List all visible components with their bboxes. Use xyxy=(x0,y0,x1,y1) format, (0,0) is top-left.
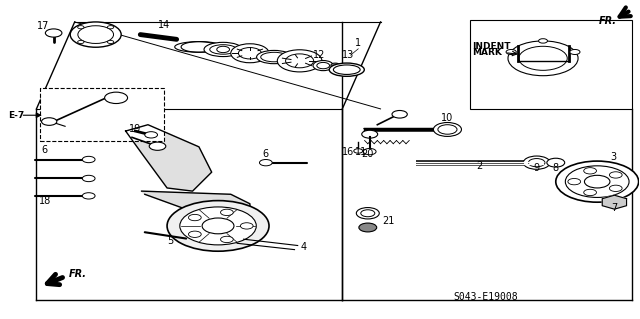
Circle shape xyxy=(317,63,330,69)
Text: 9: 9 xyxy=(534,163,540,173)
Circle shape xyxy=(361,210,375,217)
Circle shape xyxy=(565,166,629,197)
Text: 13: 13 xyxy=(342,50,355,60)
Text: 10: 10 xyxy=(442,113,454,123)
Text: 20: 20 xyxy=(362,149,374,159)
Circle shape xyxy=(83,156,95,163)
Circle shape xyxy=(609,185,622,191)
Text: 18: 18 xyxy=(38,196,51,206)
Circle shape xyxy=(108,26,114,29)
Circle shape xyxy=(188,231,201,237)
Circle shape xyxy=(180,207,256,245)
Circle shape xyxy=(570,49,580,55)
Circle shape xyxy=(149,142,166,150)
Circle shape xyxy=(83,193,95,199)
Text: 3: 3 xyxy=(610,152,616,161)
Text: MARK: MARK xyxy=(472,48,502,56)
Text: 2: 2 xyxy=(476,161,483,171)
Text: E-7: E-7 xyxy=(8,111,24,120)
Circle shape xyxy=(285,54,314,68)
Circle shape xyxy=(508,41,578,76)
Circle shape xyxy=(364,148,376,155)
Circle shape xyxy=(167,201,269,251)
Ellipse shape xyxy=(362,130,378,138)
Text: 6: 6 xyxy=(42,145,48,155)
Text: S043-E19008: S043-E19008 xyxy=(453,292,518,302)
Ellipse shape xyxy=(329,63,364,76)
Circle shape xyxy=(231,44,269,63)
Text: 12: 12 xyxy=(312,50,325,60)
Polygon shape xyxy=(125,125,212,191)
Circle shape xyxy=(438,125,457,134)
Text: 17: 17 xyxy=(36,21,49,31)
Circle shape xyxy=(556,161,639,202)
Circle shape xyxy=(392,110,407,118)
Circle shape xyxy=(145,132,157,138)
Circle shape xyxy=(77,26,84,29)
Circle shape xyxy=(241,223,253,229)
Circle shape xyxy=(188,214,201,221)
Circle shape xyxy=(506,49,516,55)
Circle shape xyxy=(217,46,230,53)
Circle shape xyxy=(356,208,380,219)
Circle shape xyxy=(259,160,272,166)
Circle shape xyxy=(45,29,62,37)
Circle shape xyxy=(568,178,580,185)
Text: 5: 5 xyxy=(167,236,173,246)
Text: FR.: FR. xyxy=(599,16,617,26)
Circle shape xyxy=(221,236,233,243)
Circle shape xyxy=(609,172,622,178)
Ellipse shape xyxy=(257,50,292,64)
Bar xyxy=(470,20,632,109)
Ellipse shape xyxy=(524,156,550,169)
Text: FR.: FR. xyxy=(68,269,86,279)
Ellipse shape xyxy=(529,159,545,167)
Circle shape xyxy=(239,48,261,59)
Ellipse shape xyxy=(260,52,287,62)
Circle shape xyxy=(331,63,340,68)
Circle shape xyxy=(78,26,113,43)
Circle shape xyxy=(77,41,84,44)
Circle shape xyxy=(83,175,95,182)
Text: 14: 14 xyxy=(157,20,170,30)
Circle shape xyxy=(519,46,567,70)
Polygon shape xyxy=(602,195,627,209)
Circle shape xyxy=(70,22,121,47)
Ellipse shape xyxy=(547,158,564,167)
Circle shape xyxy=(539,39,547,43)
Text: INDENT: INDENT xyxy=(472,42,510,51)
Circle shape xyxy=(354,149,363,153)
Text: 4: 4 xyxy=(301,242,307,252)
Ellipse shape xyxy=(210,45,237,54)
Ellipse shape xyxy=(204,42,243,56)
Text: 7: 7 xyxy=(611,203,618,213)
Text: 19: 19 xyxy=(129,124,141,134)
Circle shape xyxy=(202,218,234,234)
Text: 11: 11 xyxy=(355,147,367,157)
Circle shape xyxy=(42,118,57,125)
Circle shape xyxy=(221,209,233,216)
Polygon shape xyxy=(141,191,250,224)
Circle shape xyxy=(313,61,333,70)
Circle shape xyxy=(104,92,127,104)
Text: 1: 1 xyxy=(355,38,362,48)
Circle shape xyxy=(584,168,596,174)
Ellipse shape xyxy=(333,65,360,74)
Bar xyxy=(40,88,164,141)
Circle shape xyxy=(108,41,114,44)
Circle shape xyxy=(584,175,610,188)
Circle shape xyxy=(433,122,461,137)
Text: 8: 8 xyxy=(553,163,559,173)
Text: 21: 21 xyxy=(383,216,395,226)
Circle shape xyxy=(359,223,377,232)
Circle shape xyxy=(584,189,596,196)
Text: 6: 6 xyxy=(263,149,269,159)
Text: 16: 16 xyxy=(342,147,354,157)
Circle shape xyxy=(277,50,322,72)
